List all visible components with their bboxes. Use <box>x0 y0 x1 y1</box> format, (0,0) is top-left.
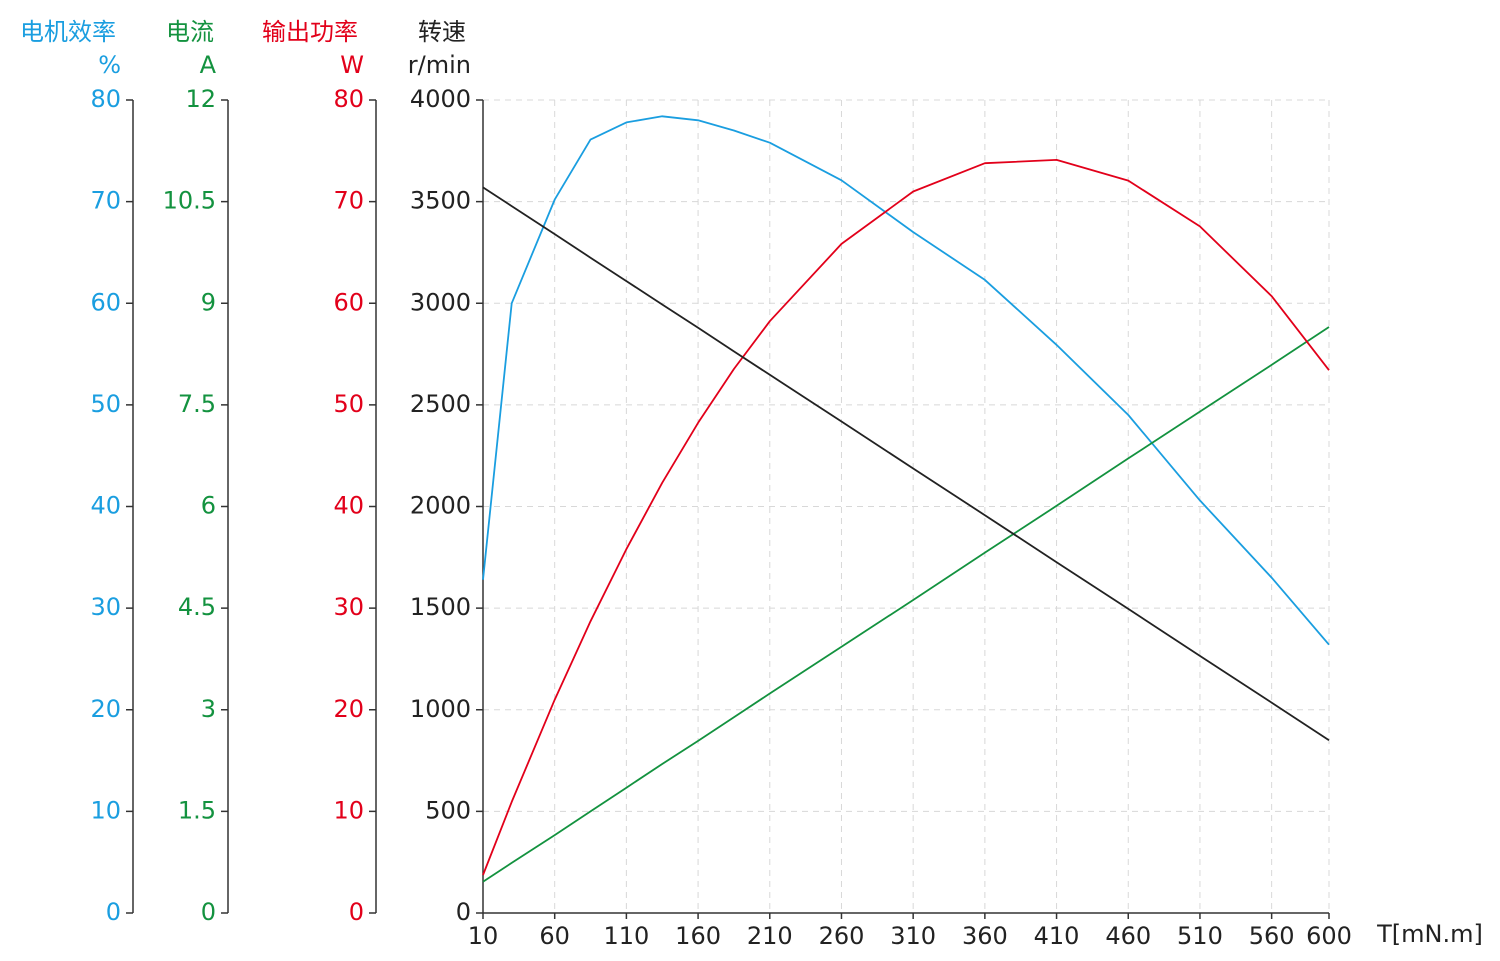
y-axis-unit: W <box>340 51 364 79</box>
y-tick-label: 10 <box>333 796 364 824</box>
series-line <box>482 326 1330 883</box>
y-tick-label: 10 <box>90 796 121 824</box>
y-tick-label: 20 <box>333 695 364 723</box>
y-tick-label: 0 <box>106 898 121 926</box>
x-tick-label: 10 <box>468 922 499 950</box>
y-axis-unit: % <box>98 51 121 79</box>
y-tick-label: 0 <box>201 898 216 926</box>
y-tick-label: 60 <box>90 288 121 316</box>
y-tick-label: 30 <box>333 593 364 621</box>
y-tick-label: 6 <box>201 492 216 520</box>
y-tick-label: 20 <box>90 695 121 723</box>
x-tick-label: 560 <box>1249 922 1295 950</box>
x-tick-label: 60 <box>539 922 570 950</box>
y-tick-label: 4.5 <box>178 593 216 621</box>
y-axis-unit: r/min <box>408 51 471 79</box>
y-tick-label: 2500 <box>410 390 471 418</box>
x-tick-label: 410 <box>1034 922 1080 950</box>
x-tick-label: 360 <box>962 922 1008 950</box>
y-tick-label: 12 <box>185 85 216 113</box>
y-tick-label: 3 <box>201 695 216 723</box>
y-tick-label: 1500 <box>410 593 471 621</box>
series-line <box>482 159 1330 876</box>
y-tick-label: 70 <box>90 187 121 215</box>
y-tick-label: 0 <box>349 898 364 926</box>
y-tick-label: 10.5 <box>163 187 216 215</box>
y-tick-label: 9 <box>201 288 216 316</box>
y-axis-title: 转速 <box>418 18 466 46</box>
x-tick-label: 510 <box>1177 922 1223 950</box>
y-tick-label: 40 <box>90 492 121 520</box>
x-tick-label: 310 <box>890 922 936 950</box>
y-tick-label: 2000 <box>410 492 471 520</box>
y-tick-label: 80 <box>90 85 121 113</box>
y-tick-label: 0 <box>456 898 471 926</box>
x-tick-label: 460 <box>1105 922 1151 950</box>
series-line <box>482 186 1330 741</box>
x-tick-label: 210 <box>747 922 793 950</box>
y-tick-label: 4000 <box>410 85 471 113</box>
y-axis-unit: A <box>200 51 217 79</box>
y-tick-label: 50 <box>333 390 364 418</box>
y-tick-label: 60 <box>333 288 364 316</box>
series-line <box>482 115 1330 646</box>
y-tick-label: 1000 <box>410 695 471 723</box>
y-tick-label: 3000 <box>410 288 471 316</box>
y-tick-label: 3500 <box>410 187 471 215</box>
y-axis-title: 输出功率 <box>262 18 358 46</box>
y-tick-label: 80 <box>333 85 364 113</box>
y-tick-label: 30 <box>90 593 121 621</box>
y-tick-label: 50 <box>90 390 121 418</box>
x-tick-label: 260 <box>819 922 865 950</box>
y-axis-title: 电机效率 <box>20 18 116 46</box>
x-tick-label: 160 <box>675 922 721 950</box>
x-axis-label: T[mN.m] <box>1376 920 1483 948</box>
y-tick-label: 7.5 <box>178 390 216 418</box>
x-tick-label: 110 <box>603 922 649 950</box>
y-tick-label: 70 <box>333 187 364 215</box>
y-tick-label: 1.5 <box>178 796 216 824</box>
x-tick-label: 600 <box>1306 922 1352 950</box>
y-tick-label: 500 <box>425 796 471 824</box>
y-tick-label: 40 <box>333 492 364 520</box>
y-axis-title: 电流 <box>166 18 214 46</box>
